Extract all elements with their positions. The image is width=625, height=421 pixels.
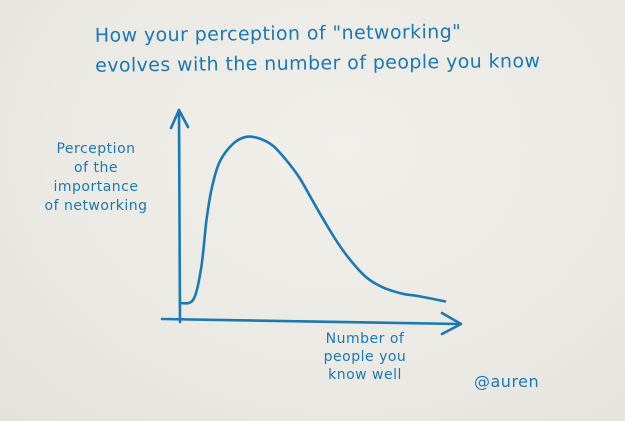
y-axis-label-line-3: importance [53,179,139,195]
x-axis-line [160,317,462,326]
x-axis-label-line-2: people you [323,349,407,365]
y-axis-line [177,108,182,324]
x-axis-arrowhead [440,311,463,336]
x-axis-label-line-1: Number of [325,331,405,347]
author-signature: @auren [474,372,540,391]
y-axis-label: Perception of the importance of networki… [16,140,176,216]
series-line-0 [178,135,447,305]
y-axis-arrowhead [169,108,190,130]
x-axis-label-line-3: know well [328,367,402,383]
y-axis [169,108,190,324]
y-axis-label-line-4: of networking [44,198,148,214]
y-axis-label-line-2: of the [74,160,118,176]
x-axis-label: Number of people you know well [300,330,430,384]
series-layer [178,135,447,305]
x-axis [160,311,463,336]
y-axis-label-line-1: Perception [56,141,136,157]
